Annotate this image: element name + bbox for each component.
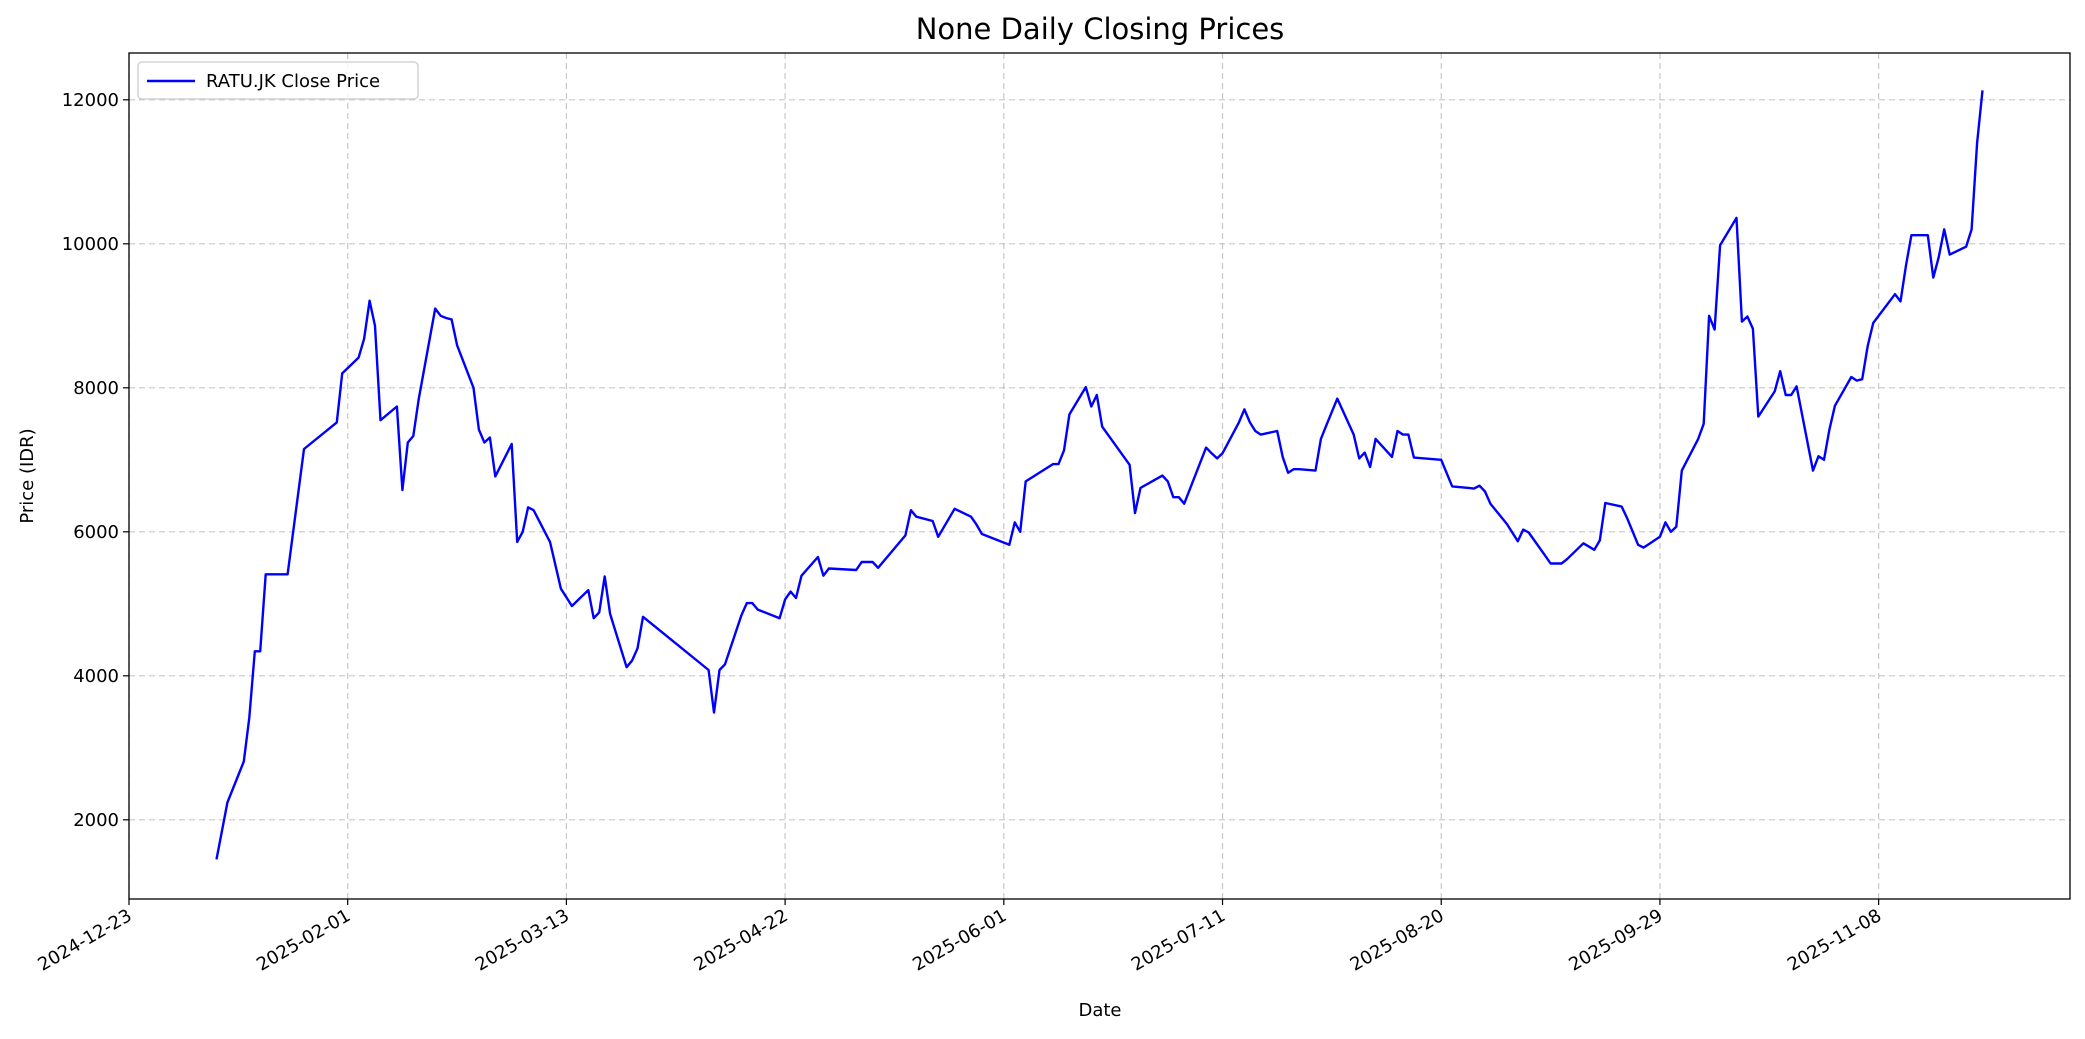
axes-frame [128,52,2071,900]
grid [128,53,2070,899]
x-tick-label: 2025-08-20 [1347,905,1448,975]
x-tick-label: 2025-03-13 [472,905,573,975]
x-tick-label: 2025-02-01 [253,905,354,975]
x-tick-label: 2025-11-08 [1784,905,1885,975]
plot-area [215,90,1984,860]
x-tick-label: 2025-06-01 [909,905,1010,975]
x-axis: 2024-12-23 2025-02-01 2025-03-13 2025-04-22… [34,899,1885,976]
y-tick-label: 12000 [62,90,119,111]
y-tick-label: 4000 [73,666,119,687]
x-tick-label: 2025-04-22 [691,905,792,975]
y-tick-label: 6000 [73,522,119,543]
y-tick-label: 8000 [73,378,119,399]
legend: RATU.JK Close Price [137,61,419,100]
y-tick-label: 2000 [73,810,119,831]
y-axis-label: Price (IDR) [17,428,38,523]
y-axis: 2000 4000 6000 8000 10000 12000 [62,90,129,831]
legend-box [137,61,419,100]
y-tick-label: 10000 [62,234,119,255]
chart-title: None Daily Closing Prices [916,12,1285,46]
x-tick-label: 2025-09-29 [1565,905,1666,975]
x-tick-label: 2025-07-11 [1128,905,1229,975]
x-axis-label: Date [1078,1000,1121,1021]
legend-label: RATU.JK Close Price [206,71,380,92]
x-tick-label: 2024-12-23 [34,905,135,975]
series-line [215,90,1984,860]
